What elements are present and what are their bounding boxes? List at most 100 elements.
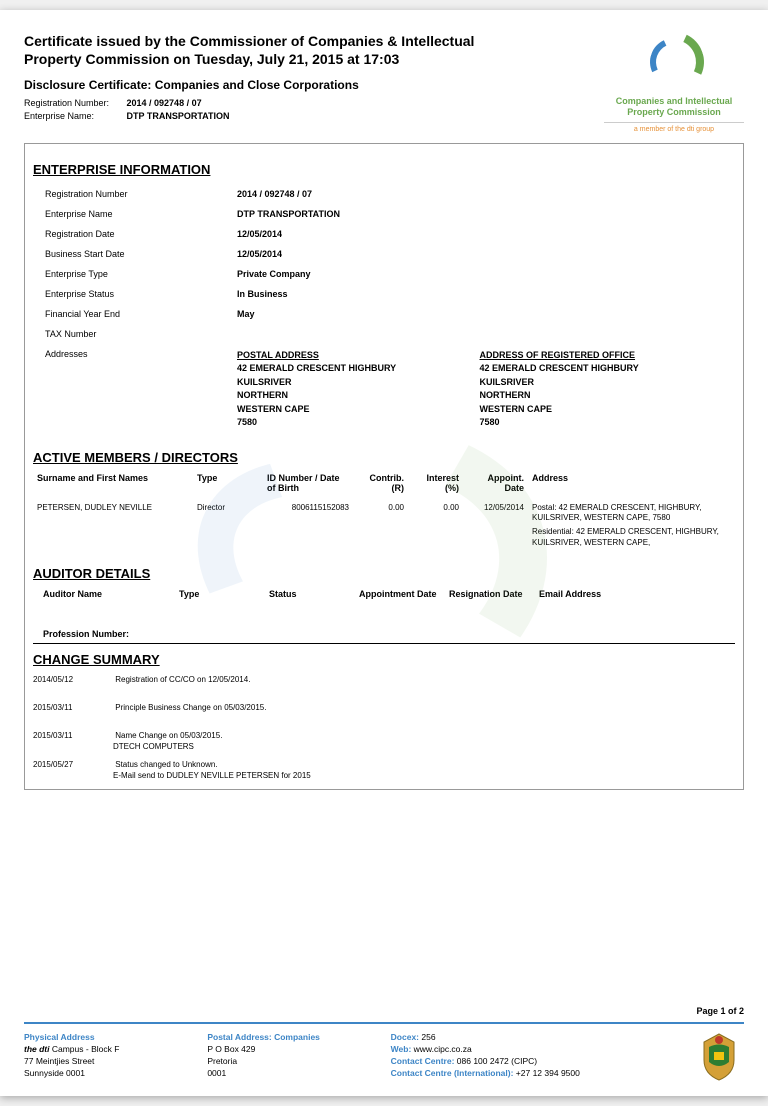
reg-number-value: 2014 / 092748 / 07 <box>127 98 202 108</box>
col-appoint: Appoint. Date <box>463 469 528 499</box>
reg-number-label: Registration Number: <box>24 98 124 108</box>
info-value: 2014 / 092748 / 07 <box>237 185 733 203</box>
info-label: Enterprise Status <box>35 285 235 303</box>
info-value: 12/05/2014 <box>237 225 733 243</box>
docex-label: Docex: <box>391 1032 419 1042</box>
change-date: 2015/03/11 <box>33 703 113 712</box>
members-table: Surname and First Names Type ID Number /… <box>33 469 735 553</box>
info-value <box>237 325 733 343</box>
change-list: 2014/05/12 Registration of CC/CO on 12/0… <box>33 671 735 785</box>
web-row: Web: www.cipc.co.za <box>391 1044 684 1056</box>
certificate-subtitle: Disclosure Certificate: Companies and Cl… <box>24 78 584 92</box>
post-line: P O Box 429 <box>207 1044 390 1056</box>
info-label: Registration Date <box>35 225 235 243</box>
logo-subtitle: a member of the dti group <box>604 122 744 133</box>
col-id: ID Number / Date of Birth <box>263 469 353 499</box>
change-sub: DTECH COMPUTERS <box>113 740 735 751</box>
addr-line: NORTHERN <box>480 389 690 403</box>
col-interest: Interest (%) <box>408 469 463 499</box>
info-label: TAX Number <box>35 325 235 343</box>
addr-line: KUILSRIVER <box>237 376 447 390</box>
footer-contact: Docex: 256 Web: www.cipc.co.za Contact C… <box>391 1032 684 1084</box>
logo-text-2: Property Commission <box>604 107 744 118</box>
col-contrib: Contrib. (R) <box>353 469 408 499</box>
post-line: 0001 <box>207 1068 390 1080</box>
info-label: Business Start Date <box>35 245 235 263</box>
footer: Physical Address the dti Campus - Block … <box>24 1022 744 1084</box>
content-box: ENTERPRISE INFORMATION Registration Numb… <box>24 143 744 791</box>
addr-line: 42 EMERALD CRESCENT HIGHBURY <box>237 362 447 376</box>
change-date: 2014/05/12 <box>33 675 113 684</box>
info-label: Enterprise Name <box>35 205 235 223</box>
addr-line: NORTHERN <box>237 389 447 403</box>
aud-col-appt: Appointment Date <box>353 585 443 603</box>
content-area: ENTERPRISE INFORMATION Registration Numb… <box>24 133 744 1084</box>
info-value: 12/05/2014 <box>237 245 733 263</box>
addr-line: 7580 <box>480 416 690 430</box>
member-addr-postal: Postal: 42 EMERALD CRESCENT, HIGHBURY, K… <box>532 503 731 524</box>
web-value: www.cipc.co.za <box>411 1044 471 1054</box>
member-interest: 0.00 <box>408 499 463 553</box>
addresses-cell: POSTAL ADDRESS 42 EMERALD CRESCENT HIGHB… <box>237 345 733 434</box>
info-value: DTP TRANSPORTATION <box>237 205 733 223</box>
member-contrib: 0.00 <box>353 499 408 553</box>
member-address: Postal: 42 EMERALD CRESCENT, HIGHBURY, K… <box>528 499 735 553</box>
docex-value: 256 <box>419 1032 436 1042</box>
office-address-col: ADDRESS OF REGISTERED OFFICE 42 EMERALD … <box>480 349 690 430</box>
aud-col-email: Email Address <box>533 585 735 603</box>
info-label: Registration Number <box>35 185 235 203</box>
change-desc: Name Change on 05/03/2015. <box>115 731 222 740</box>
meta-reg: Registration Number: 2014 / 092748 / 07 <box>24 98 584 108</box>
member-addr-res: Residential: 42 EMERALD CRESCENT, HIGHBU… <box>532 527 731 548</box>
enterprise-info-table: Registration Number2014 / 092748 / 07 En… <box>33 183 735 436</box>
aud-col-status: Status <box>263 585 353 603</box>
auditor-header-row: Auditor Name Type Status Appointment Dat… <box>33 585 735 603</box>
enterprise-info-heading: ENTERPRISE INFORMATION <box>33 162 735 177</box>
web-label: Web: <box>391 1044 412 1054</box>
page-number: Page 1 of 2 <box>24 998 744 1016</box>
change-desc: Principle Business Change on 05/03/2015. <box>115 703 266 712</box>
certificate-page: Certificate issued by the Commissioner o… <box>0 10 768 1096</box>
phys-line: Sunnyside 0001 <box>24 1068 207 1080</box>
postal-address-head: POSTAL ADDRESS <box>237 349 447 363</box>
auditor-heading: AUDITOR DETAILS <box>33 566 735 581</box>
info-value: In Business <box>237 285 733 303</box>
change-sub: E-Mail send to DUDLEY NEVILLE PETERSEN f… <box>113 769 735 780</box>
cci-label: Contact Centre (International): <box>391 1068 514 1078</box>
phys-dti: the dti <box>24 1044 50 1054</box>
addresses-label: Addresses <box>35 345 235 434</box>
addr-line: 42 EMERALD CRESCENT HIGHBURY <box>480 362 690 376</box>
cci-value: +27 12 394 9500 <box>513 1068 579 1078</box>
post-line: Pretoria <box>207 1056 390 1068</box>
phys-line: 77 Meintjies Street <box>24 1056 207 1068</box>
cci-row: Contact Centre (International): +27 12 3… <box>391 1068 684 1080</box>
logo-swirl-icon <box>644 32 704 92</box>
cipc-logo: Companies and Intellectual Property Comm… <box>604 32 744 133</box>
change-date: 2015/03/11 <box>33 731 113 740</box>
change-summary-heading: CHANGE SUMMARY <box>33 652 735 667</box>
change-row: 2015/03/11 Principle Business Change on … <box>33 699 735 717</box>
certificate-title: Certificate issued by the Commissioner o… <box>24 32 584 68</box>
logo-text-1: Companies and Intellectual <box>604 96 744 107</box>
aud-col-type: Type <box>173 585 263 603</box>
member-name: PETERSEN, DUDLEY NEVILLE <box>33 499 193 553</box>
addr-line: KUILSRIVER <box>480 376 690 390</box>
auditor-table: Auditor Name Type Status Appointment Dat… <box>33 585 735 603</box>
change-row: 2015/05/27 Status changed to Unknown. E-… <box>33 756 735 785</box>
docex-row: Docex: 256 <box>391 1032 684 1044</box>
member-type: Director <box>193 499 263 553</box>
phys-line: the dti Campus - Block F <box>24 1044 207 1056</box>
enterprise-name-value: DTP TRANSPORTATION <box>127 111 230 121</box>
aud-col-name: Auditor Name <box>33 585 173 603</box>
coat-of-arms-icon <box>684 1032 744 1084</box>
phys-campus: Campus - Block F <box>50 1044 120 1054</box>
office-address-head: ADDRESS OF REGISTERED OFFICE <box>480 349 690 363</box>
phys-head: Physical Address <box>24 1032 207 1044</box>
info-label: Financial Year End <box>35 305 235 323</box>
member-appoint: 12/05/2014 <box>463 499 528 553</box>
change-desc: Status changed to Unknown. <box>115 760 217 769</box>
title-line-2: Property Commission on Tuesday, July 21,… <box>24 51 399 67</box>
members-heading: ACTIVE MEMBERS / DIRECTORS <box>33 450 735 465</box>
member-id: 8006115152083 <box>263 499 353 553</box>
col-type: Type <box>193 469 263 499</box>
